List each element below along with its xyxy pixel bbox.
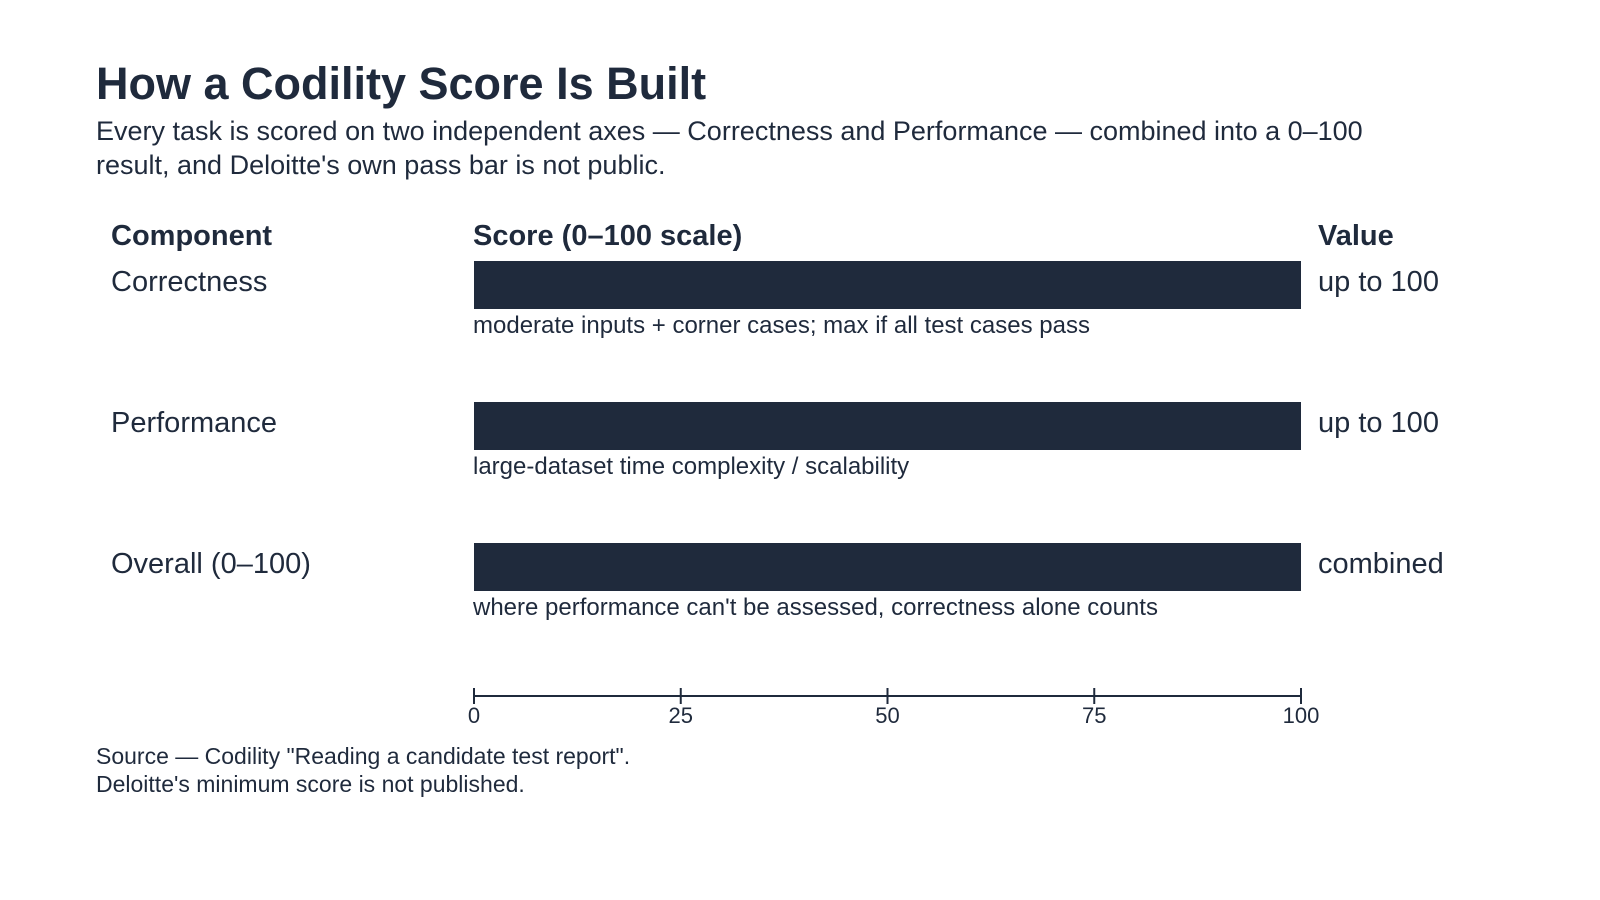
x-tick-label-50: 50 xyxy=(875,703,899,728)
value-label-performance: up to 100 xyxy=(1318,407,1439,439)
chart-subtitle: Every task is scored on two independent … xyxy=(96,116,1363,180)
source-note: Source — Codility "Reading a candidate t… xyxy=(96,742,630,798)
value-label-correctness: up to 100 xyxy=(1318,266,1439,298)
chart-title: How a Codility Score Is Built xyxy=(96,58,707,109)
category-label-performance: Performance xyxy=(111,407,278,439)
bar-performance xyxy=(474,402,1301,450)
column-header-value: Value xyxy=(1318,220,1394,252)
bar-correctness xyxy=(474,261,1301,309)
column-header-score: Score (0–100 scale) xyxy=(473,220,743,252)
category-label-correctness: Correctness xyxy=(111,266,268,298)
source-line-2: Deloitte's minimum score is not publishe… xyxy=(96,771,525,797)
x-tick-label-100: 100 xyxy=(1283,703,1320,728)
bar-note-overall: where performance can't be assessed, cor… xyxy=(473,594,1158,621)
value-label-overall: combined xyxy=(1318,548,1444,580)
column-header-component: Component xyxy=(111,220,273,252)
bar-overall xyxy=(474,543,1301,591)
source-line-1: Source — Codility "Reading a candidate t… xyxy=(96,743,631,769)
bar-note-performance: large-dataset time complexity / scalabil… xyxy=(473,453,910,480)
x-tick-label-0: 0 xyxy=(468,703,480,728)
x-tick-label-75: 75 xyxy=(1082,703,1106,728)
category-label-overall: Overall (0–100) xyxy=(111,548,311,580)
bar-note-correctness: moderate inputs + corner cases; max if a… xyxy=(473,312,1090,339)
x-tick-label-25: 25 xyxy=(669,703,693,728)
